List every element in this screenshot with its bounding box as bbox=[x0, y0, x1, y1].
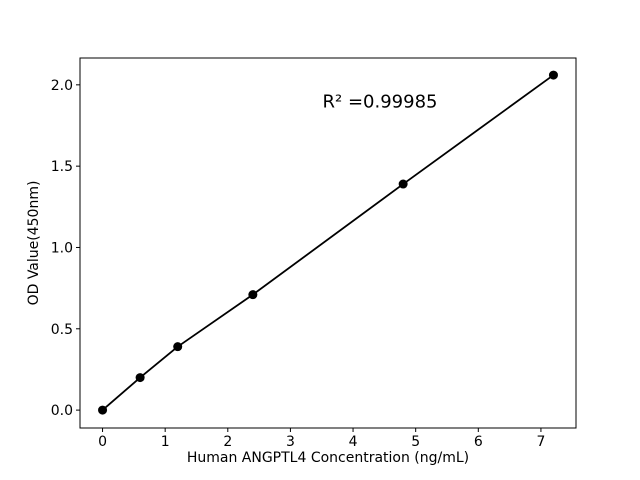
axes-frame bbox=[79, 57, 577, 429]
x-axis-label: Human ANGPTL4 Concentration (ng/mL) bbox=[186, 450, 470, 466]
r-squared-annotation: R² =0.99985 bbox=[322, 91, 438, 113]
y-tick-label: 0.0 bbox=[51, 403, 73, 419]
x-tick-label: 6 bbox=[474, 434, 483, 450]
x-tick-label: 4 bbox=[349, 434, 358, 450]
data-point-marker bbox=[135, 373, 145, 383]
data-point-marker bbox=[98, 405, 108, 415]
data-point-marker bbox=[173, 342, 183, 352]
y-tick-label: 0.5 bbox=[51, 322, 73, 338]
x-tick-label: 2 bbox=[223, 434, 232, 450]
data-point-marker bbox=[548, 70, 558, 80]
y-axis-label: OD Value(450nm) bbox=[26, 180, 42, 306]
y-tick-label: 2.0 bbox=[51, 78, 73, 94]
y-tick-label: 1.0 bbox=[51, 240, 73, 256]
x-tick-label: 5 bbox=[411, 434, 420, 450]
x-tick-label: 0 bbox=[98, 434, 107, 450]
y-tick-label: 1.5 bbox=[51, 159, 73, 175]
x-tick-label: 1 bbox=[161, 434, 170, 450]
data-point-marker bbox=[398, 179, 408, 189]
series-line bbox=[101, 74, 554, 411]
x-tick-label: 7 bbox=[536, 434, 545, 450]
data-point-marker bbox=[248, 290, 258, 300]
x-tick-label: 3 bbox=[286, 434, 295, 450]
